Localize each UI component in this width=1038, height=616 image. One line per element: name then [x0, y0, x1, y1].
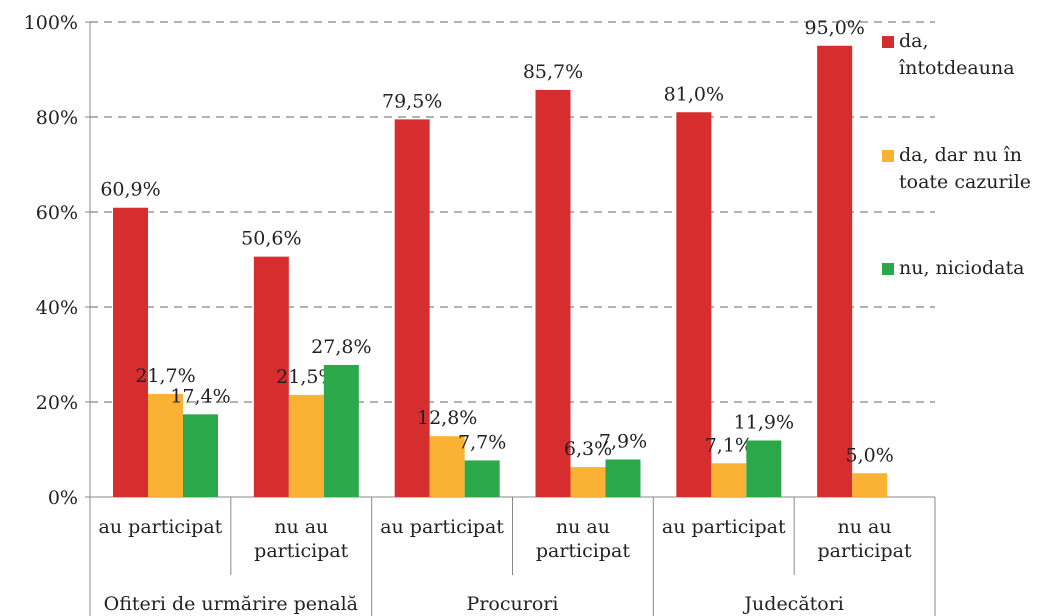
bar [676, 112, 712, 497]
bar [253, 256, 289, 497]
legend-swatch [882, 36, 894, 48]
bar [429, 436, 465, 497]
bar [394, 119, 430, 497]
legend-label: nu, niciodata [899, 255, 1038, 282]
group-label: Procurori [466, 593, 559, 615]
bar [288, 394, 324, 497]
legend-label: da, dar nu în toate cazurile [899, 142, 1038, 196]
bar [148, 393, 183, 497]
bar [711, 463, 747, 497]
value-label: 6,3% [564, 438, 612, 460]
legend-swatch [882, 263, 894, 275]
value-label: 11,9% [734, 411, 794, 433]
bar [570, 467, 606, 497]
group-label: Ofiteri de urmărire penală [103, 593, 358, 615]
value-label: 21,7% [135, 365, 195, 387]
value-label: 5,0% [846, 444, 894, 466]
value-label: 17,4% [170, 385, 230, 407]
x-tick-label: au participat [98, 516, 223, 538]
legend-swatch [882, 150, 894, 162]
x-tick-label: nu au participat [817, 516, 912, 562]
y-tick-label: 40% [36, 297, 78, 319]
bar [535, 89, 571, 498]
y-tick-label: 20% [36, 392, 78, 414]
value-label: 95,0% [804, 17, 864, 39]
value-label: 50,6% [241, 228, 301, 250]
y-tick-label: 80% [36, 107, 78, 129]
x-tick-label: nu au participat [254, 516, 349, 562]
bar [323, 364, 359, 497]
y-tick-label: 0% [48, 487, 78, 509]
x-tick-label: au participat [380, 516, 504, 538]
value-label: 27,8% [311, 336, 371, 358]
value-label: 7,1% [705, 434, 753, 456]
value-label: 12,8% [417, 407, 477, 429]
value-label: 21,5% [276, 366, 336, 388]
legend-label: da, întotdeauna [899, 28, 1038, 82]
bar [852, 473, 888, 497]
bar [817, 45, 853, 497]
value-label: 85,7% [523, 61, 583, 83]
y-tick-label: 100% [24, 12, 78, 34]
value-label: 7,7% [458, 431, 506, 453]
value-label: 7,9% [599, 430, 647, 452]
bar [464, 460, 500, 497]
bar [605, 459, 641, 497]
y-tick-label: 60% [36, 202, 78, 224]
bar [183, 414, 218, 497]
bar [746, 440, 782, 497]
value-label: 60,9% [100, 179, 160, 201]
x-tick-label: au participat [661, 516, 786, 538]
value-label: 79,5% [382, 90, 442, 112]
bar [113, 207, 148, 497]
group-label: Judecători [744, 593, 844, 615]
value-label: 81,0% [664, 83, 724, 105]
x-tick-label: nu au participat [535, 516, 630, 562]
